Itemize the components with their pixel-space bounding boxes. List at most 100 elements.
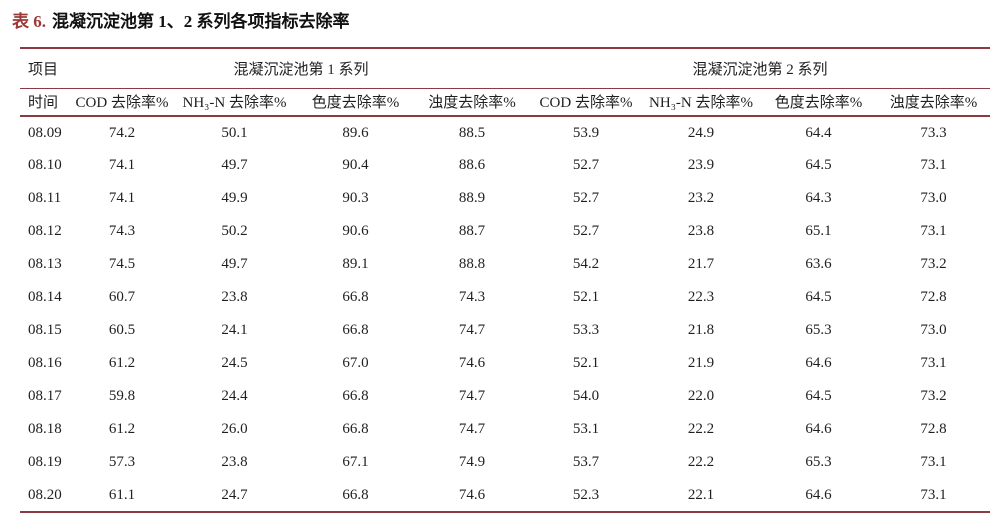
table-body: 08.09 74.2 50.1 89.6 88.5 53.9 24.9 64.4 73.3 08.… <box>20 116 991 513</box>
value-cell: 66.8 <box>342 322 369 338</box>
table-row: 08.11 74.1 49.9 90.3 88.9 52.7 23.2 64.3 73.0 <box>20 182 990 215</box>
value-cell: 24.7 <box>172 479 297 513</box>
group-header-series2: 混凝沉淀池第 2 系列 <box>530 47 991 89</box>
column-header: 色度去除率% <box>297 88 414 117</box>
column-header: 浊度去除率% <box>877 88 991 117</box>
value-cell: 21.9 <box>687 355 715 371</box>
value-cell: 74.5 <box>108 256 136 272</box>
value-cell: 74.9 <box>458 454 486 470</box>
table-row: 08.14 60.7 23.8 66.8 74.3 52.1 22.3 64.5 72.8 <box>20 281 990 314</box>
value-cell: 72.8 <box>920 289 947 305</box>
column-header: COD 去除率% <box>530 88 643 117</box>
value-cell: 88.5 <box>458 124 486 141</box>
value-cell: 24.1 <box>221 322 248 338</box>
value-cell: 64.6 <box>760 479 878 513</box>
column-header: NH₃-N 去除率% <box>642 88 761 117</box>
column-header: COD 去除率% <box>72 88 172 117</box>
value-cell: 23.8 <box>221 289 248 305</box>
value-cell: 49.7 <box>221 157 248 173</box>
value-cell: 67.0 <box>342 355 369 371</box>
value-cell: 23.8 <box>221 454 248 470</box>
date-cell: 08.13 <box>28 256 62 272</box>
value-cell: 61.2 <box>108 421 136 437</box>
value-cell: 24.5 <box>221 355 248 371</box>
value-cell: 50.2 <box>221 223 248 239</box>
date-cell: 08.15 <box>28 322 62 338</box>
value-cell: 73.1 <box>920 223 947 239</box>
value-cell: 88.6 <box>458 157 486 173</box>
value-cell: 74.3 <box>108 223 136 239</box>
value-cell: 66.8 <box>342 289 369 305</box>
value-cell: 64.5 <box>805 289 832 305</box>
date-cell: 08.11 <box>28 190 62 206</box>
table-row: 08.17 59.8 24.4 66.8 74.7 54.0 22.0 64.5 73.2 <box>20 380 990 413</box>
value-cell: 50.1 <box>221 124 248 141</box>
value-cell: 74.3 <box>458 289 486 305</box>
value-cell: 73.2 <box>920 256 947 272</box>
value-cell: 89.6 <box>342 124 369 141</box>
value-cell: 60.5 <box>108 322 136 338</box>
value-cell: 59.8 <box>108 388 136 404</box>
value-cell: 23.2 <box>687 190 715 206</box>
value-cell: 90.4 <box>342 157 369 173</box>
value-cell: 52.7 <box>572 223 600 239</box>
date-cell: 08.14 <box>28 289 62 305</box>
value-cell: 26.0 <box>221 421 248 437</box>
group-header-series1: 混凝沉淀池第 1 系列 <box>72 47 531 89</box>
value-cell: 53.7 <box>572 454 600 470</box>
table-row: 08.10 74.1 49.7 90.4 88.6 52.7 23.9 64.5 73.1 <box>20 149 990 182</box>
value-cell: 74.7 <box>458 322 486 338</box>
column-header: 色度去除率% <box>760 88 878 117</box>
value-cell: 73.2 <box>920 388 947 404</box>
value-cell: 73.0 <box>920 322 947 338</box>
value-cell: 64.4 <box>805 124 832 141</box>
date-cell: 08.19 <box>28 454 62 470</box>
value-cell: 61.1 <box>72 479 172 513</box>
value-cell: 23.9 <box>687 157 715 173</box>
value-cell: 64.5 <box>805 388 832 404</box>
value-cell: 52.7 <box>572 157 600 173</box>
table-number-label: 表 6. <box>12 12 46 31</box>
value-cell: 73.1 <box>920 355 947 371</box>
value-cell: 61.2 <box>108 355 136 371</box>
value-cell: 24.4 <box>221 388 248 404</box>
value-cell: 90.3 <box>342 190 369 206</box>
value-cell: 22.1 <box>642 479 761 513</box>
value-cell: 88.9 <box>458 190 486 206</box>
value-cell: 73.1 <box>920 157 947 173</box>
value-cell: 66.8 <box>297 479 414 513</box>
date-cell: 08.09 <box>28 124 62 141</box>
value-cell: 74.1 <box>108 190 136 206</box>
value-cell: 49.9 <box>221 190 248 206</box>
value-cell: 73.0 <box>920 190 947 206</box>
value-cell: 66.8 <box>342 388 369 404</box>
table-row: 08.18 61.2 26.0 66.8 74.7 53.1 22.2 64.6 72.8 <box>20 413 990 446</box>
value-cell: 60.7 <box>108 289 136 305</box>
value-cell: 74.7 <box>458 388 486 404</box>
group-header-row: 项目 混凝沉淀池第 1 系列 混凝沉淀池第 2 系列 <box>20 47 991 89</box>
group-header-item: 项目 <box>20 47 72 89</box>
value-cell: 73.1 <box>920 454 947 470</box>
value-cell: 49.7 <box>221 256 248 272</box>
value-cell: 89.1 <box>342 256 369 272</box>
value-cell: 21.8 <box>687 322 715 338</box>
value-cell: 22.2 <box>687 454 715 470</box>
value-cell: 72.8 <box>920 421 947 437</box>
value-cell: 52.1 <box>572 289 600 305</box>
value-cell: 73.1 <box>877 479 991 513</box>
date-cell: 08.17 <box>28 388 62 404</box>
value-cell: 52.1 <box>572 355 600 371</box>
value-cell: 65.3 <box>805 322 832 338</box>
value-cell: 65.1 <box>805 223 832 239</box>
table-title-text: 混凝沉淀池第 1、2 系列各项指标去除率 <box>52 12 350 31</box>
value-cell: 73.3 <box>920 124 947 141</box>
table-row: 08.13 74.5 49.7 89.1 88.8 54.2 21.7 63.6 73.2 <box>20 248 990 281</box>
value-cell: 90.6 <box>342 223 369 239</box>
value-cell: 74.6 <box>458 355 486 371</box>
date-cell: 08.18 <box>28 421 62 437</box>
value-cell: 21.7 <box>687 256 715 272</box>
value-cell: 65.3 <box>805 454 832 470</box>
table-row: 08.12 74.3 50.2 90.6 88.7 52.7 23.8 65.1 73.1 <box>20 215 990 248</box>
value-cell: 74.1 <box>108 157 136 173</box>
